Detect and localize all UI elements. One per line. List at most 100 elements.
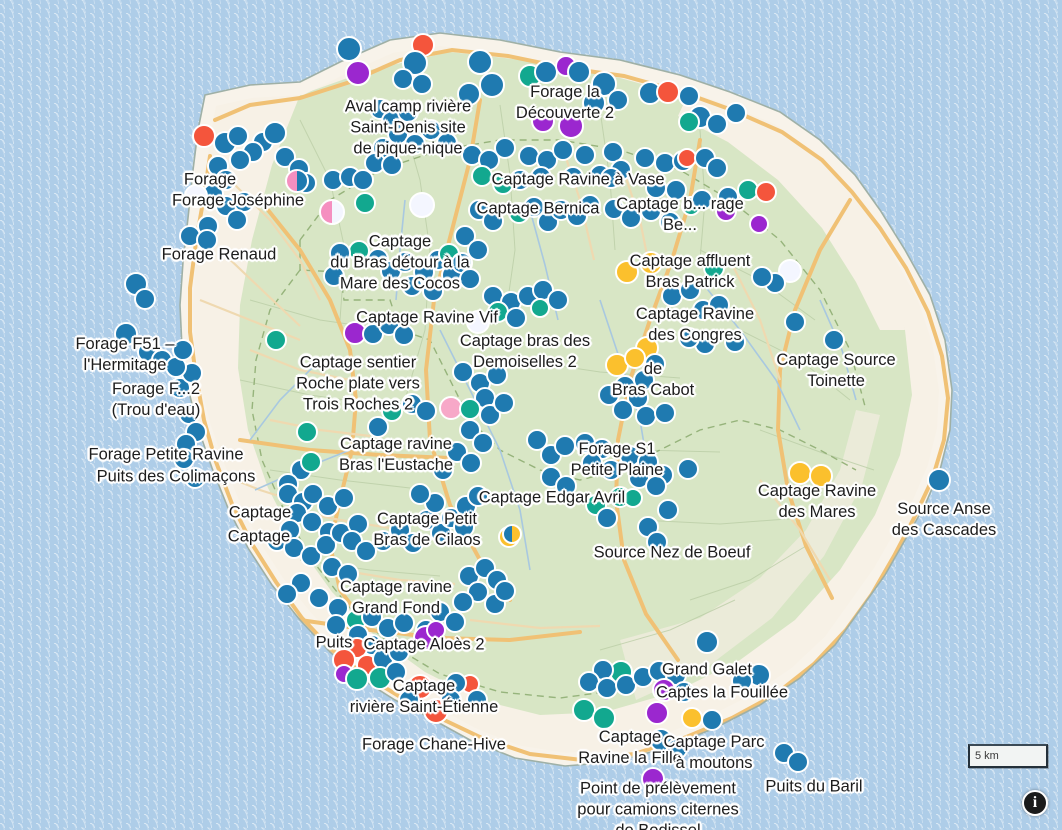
map-marker[interactable] xyxy=(645,701,669,725)
map-marker[interactable] xyxy=(459,398,481,420)
map-marker[interactable] xyxy=(679,279,701,301)
map-marker[interactable] xyxy=(530,166,552,188)
map-marker[interactable] xyxy=(404,133,426,155)
map-marker[interactable] xyxy=(494,580,516,602)
map-marker[interactable] xyxy=(666,738,688,760)
map-marker[interactable] xyxy=(472,432,494,454)
map-marker[interactable] xyxy=(467,239,489,261)
map-marker[interactable] xyxy=(673,681,695,703)
map-marker[interactable] xyxy=(308,587,330,609)
map-marker[interactable] xyxy=(600,167,622,189)
map-marker[interactable] xyxy=(426,620,446,640)
map-marker[interactable] xyxy=(607,89,629,111)
map-marker[interactable] xyxy=(784,311,806,333)
map-marker[interactable] xyxy=(701,709,723,731)
map-marker[interactable] xyxy=(579,194,601,216)
map-marker[interactable] xyxy=(420,119,442,141)
map-marker[interactable] xyxy=(457,82,481,106)
map-marker[interactable] xyxy=(482,210,504,232)
map-marker[interactable] xyxy=(422,280,444,302)
map-marker[interactable] xyxy=(114,322,138,346)
map-marker[interactable] xyxy=(678,111,700,133)
map-marker[interactable] xyxy=(523,196,545,218)
map-marker[interactable] xyxy=(381,154,403,176)
map-marker[interactable] xyxy=(552,139,574,161)
map-marker[interactable] xyxy=(436,132,458,154)
map-marker[interactable] xyxy=(708,294,730,316)
map-marker[interactable] xyxy=(751,266,773,288)
map-marker[interactable] xyxy=(691,189,713,211)
map-marker[interactable] xyxy=(173,448,195,470)
map-marker[interactable] xyxy=(634,147,656,169)
map-marker[interactable] xyxy=(319,199,345,225)
map-marker[interactable] xyxy=(755,181,777,203)
map-marker[interactable] xyxy=(641,767,665,791)
map-marker[interactable] xyxy=(703,257,725,279)
map-marker[interactable] xyxy=(372,530,394,552)
map-marker[interactable] xyxy=(227,125,249,147)
map-marker[interactable] xyxy=(444,611,466,633)
map-marker[interactable] xyxy=(265,329,287,351)
map-marker[interactable] xyxy=(409,483,431,505)
map-marker[interactable] xyxy=(184,467,206,489)
map-marker[interactable] xyxy=(354,192,376,214)
map-marker[interactable] xyxy=(467,49,493,75)
map-marker[interactable] xyxy=(401,275,423,297)
map-marker[interactable] xyxy=(184,184,208,208)
map-marker[interactable] xyxy=(466,310,490,334)
map-marker[interactable] xyxy=(639,251,663,275)
map-marker[interactable] xyxy=(592,706,616,730)
map-marker[interactable] xyxy=(620,207,642,229)
map-marker[interactable] xyxy=(493,392,515,414)
map-marker[interactable] xyxy=(715,200,737,222)
map-marker[interactable] xyxy=(547,289,569,311)
map-marker[interactable] xyxy=(530,298,550,318)
map-marker[interactable] xyxy=(582,91,606,115)
map-marker[interactable] xyxy=(554,435,576,457)
map-marker[interactable] xyxy=(509,169,531,191)
map-marker[interactable] xyxy=(725,102,747,124)
map-marker[interactable] xyxy=(397,101,419,123)
map-marker[interactable] xyxy=(526,429,548,451)
map-marker[interactable] xyxy=(263,121,287,145)
map-marker[interactable] xyxy=(276,583,298,605)
map-marker[interactable] xyxy=(654,402,676,424)
map-marker[interactable] xyxy=(677,458,699,480)
map-marker[interactable] xyxy=(598,384,620,406)
map-marker[interactable] xyxy=(333,487,355,509)
map-marker[interactable] xyxy=(229,149,251,171)
map-marker[interactable] xyxy=(494,137,516,159)
map-marker[interactable] xyxy=(531,109,555,133)
map-marker[interactable] xyxy=(393,612,415,634)
map-marker[interactable] xyxy=(394,251,416,273)
map-marker[interactable] xyxy=(296,421,318,443)
map-marker[interactable] xyxy=(567,60,591,84)
map-marker[interactable] xyxy=(352,169,374,191)
map-marker[interactable] xyxy=(574,144,596,166)
map-marker[interactable] xyxy=(678,327,700,349)
map-marker[interactable] xyxy=(381,400,403,422)
map-marker[interactable] xyxy=(645,177,667,199)
map-marker[interactable] xyxy=(731,670,753,692)
map-marker[interactable] xyxy=(423,698,449,724)
map-marker[interactable] xyxy=(325,614,347,636)
map-marker[interactable] xyxy=(226,209,248,231)
map-marker[interactable] xyxy=(555,475,577,497)
map-marker[interactable] xyxy=(385,661,407,683)
map-marker[interactable] xyxy=(787,751,809,773)
map-marker[interactable] xyxy=(329,242,351,264)
map-marker[interactable] xyxy=(749,214,769,234)
map-marker[interactable] xyxy=(134,288,156,310)
map-marker[interactable] xyxy=(656,80,680,104)
map-marker[interactable] xyxy=(453,516,475,538)
map-marker[interactable] xyxy=(409,192,435,218)
map-marker[interactable] xyxy=(196,229,218,251)
map-marker[interactable] xyxy=(600,459,622,481)
map-marker[interactable] xyxy=(452,591,474,613)
map-marker[interactable] xyxy=(393,324,415,346)
map-marker[interactable] xyxy=(459,268,481,290)
map-marker[interactable] xyxy=(285,169,309,193)
map-marker[interactable] xyxy=(411,73,433,95)
map-marker[interactable] xyxy=(927,468,951,492)
